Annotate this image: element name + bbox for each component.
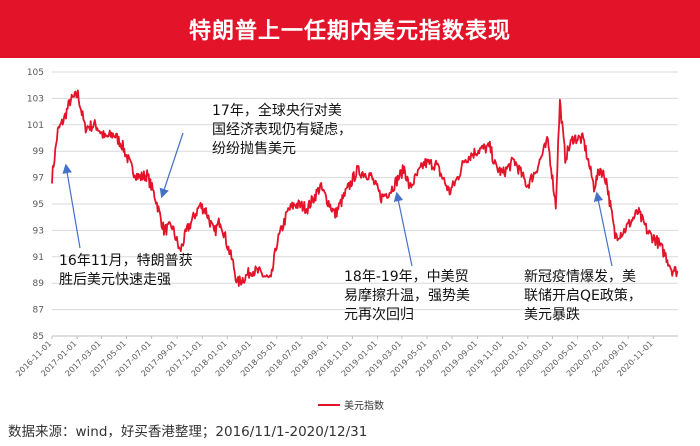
y-tick-label: 97	[33, 174, 44, 184]
annotation-arrow	[593, 191, 613, 267]
annotation-2016-election: 16年11月，特朗普获 胜后美元快速走强	[59, 253, 193, 288]
y-tick-label: 105	[27, 68, 44, 78]
legend-swatch	[318, 403, 340, 406]
chart-legend: 美元指数	[318, 397, 384, 412]
y-tick-label: 93	[33, 226, 44, 236]
y-tick-label: 101	[27, 121, 44, 131]
chart-plot-area: 85878991939597991011031052016-11-012017-…	[14, 68, 679, 378]
y-tick-label: 103	[27, 94, 44, 104]
chart-title-banner: 特朗普上一任期内美元指数表现	[0, 0, 700, 58]
annotation-arrow	[62, 163, 81, 249]
annotation-arrow	[393, 191, 413, 267]
annotation-arrow	[159, 132, 184, 199]
annotation-2017: 17年，全球央行对美 国经济表现仍有疑虑， 纷纷抛售美元	[212, 103, 352, 157]
legend-label: 美元指数	[344, 401, 384, 412]
y-tick-label: 87	[33, 306, 44, 316]
series-line-dollar-index	[51, 89, 679, 288]
annotation-trade-war: 18年-19年，中美贸 易摩擦升温，强势美 元再次回归	[344, 269, 470, 323]
chart-title: 特朗普上一任期内美元指数表现	[188, 19, 511, 44]
y-tick-label: 89	[33, 279, 45, 289]
annotation-covid-qe: 新冠疫情爆发，美 联储开启QE政策， 美元暴跌	[524, 269, 642, 323]
y-tick-label: 91	[33, 253, 44, 263]
y-tick-label: 99	[33, 147, 45, 157]
data-source-note: 数据来源：wind，好买香港整理；2016/11/1-2020/12/31	[8, 424, 368, 440]
y-tick-label: 95	[33, 200, 44, 210]
y-tick-label: 85	[33, 332, 44, 342]
